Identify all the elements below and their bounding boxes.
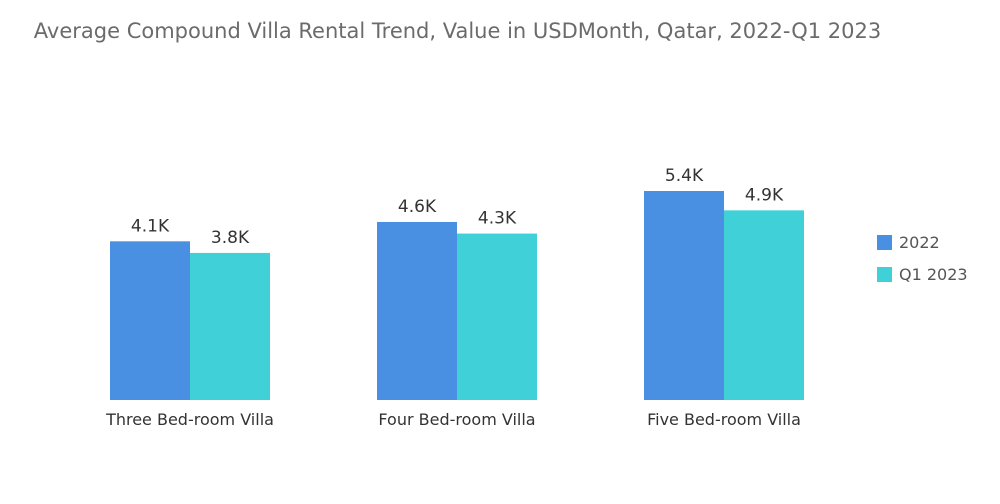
bar-2022-five-bed-room-villa (644, 191, 724, 400)
x-tick-label-five-bed-room-villa: Five Bed-room Villa (647, 410, 801, 429)
bar-q1-2023-five-bed-room-villa (724, 210, 804, 400)
bar-2022-four-bed-room-villa (377, 221, 457, 400)
data-label-2022-five-bed-room-villa: 5.4K (665, 166, 704, 186)
data-label-q1-2023-four-bed-room-villa: 4.3K (478, 209, 517, 229)
legend-label-2022: 2022 (899, 232, 940, 252)
bar-chart: 4.1K 3.8K Three Bed-room Villa 4.6K 4.3K Four… (105, 166, 804, 429)
data-label-2022-three-bed-room-villa: 4.1K (131, 216, 170, 236)
bar-2022-three-bed-room-villa (110, 241, 190, 400)
bar-q1-2023-three-bed-room-villa (190, 252, 270, 400)
data-label-q1-2023-five-bed-room-villa: 4.9K (745, 185, 784, 205)
chart-title: Average Compound Villa Rental Trend, Val… (33, 19, 882, 43)
legend: 2022 Q1 2023 (877, 232, 1000, 296)
legend-item-2022: 2022 (877, 232, 1000, 252)
bar-q1-2023-four-bed-room-villa (457, 233, 537, 400)
legend-swatch-q1-2023 (877, 266, 892, 282)
x-tick-label-four-bed-room-villa: Four Bed-room Villa (378, 410, 535, 429)
legend-item-q1-2023: Q1 2023 (877, 264, 1000, 284)
data-label-2022-four-bed-room-villa: 4.6K (398, 197, 437, 217)
x-tick-label-three-bed-room-villa: Three Bed-room Villa (105, 410, 274, 429)
legend-swatch-2022 (877, 234, 892, 250)
legend-label-q1-2023: Q1 2023 (899, 264, 968, 284)
data-label-q1-2023-three-bed-room-villa: 3.8K (211, 228, 250, 248)
